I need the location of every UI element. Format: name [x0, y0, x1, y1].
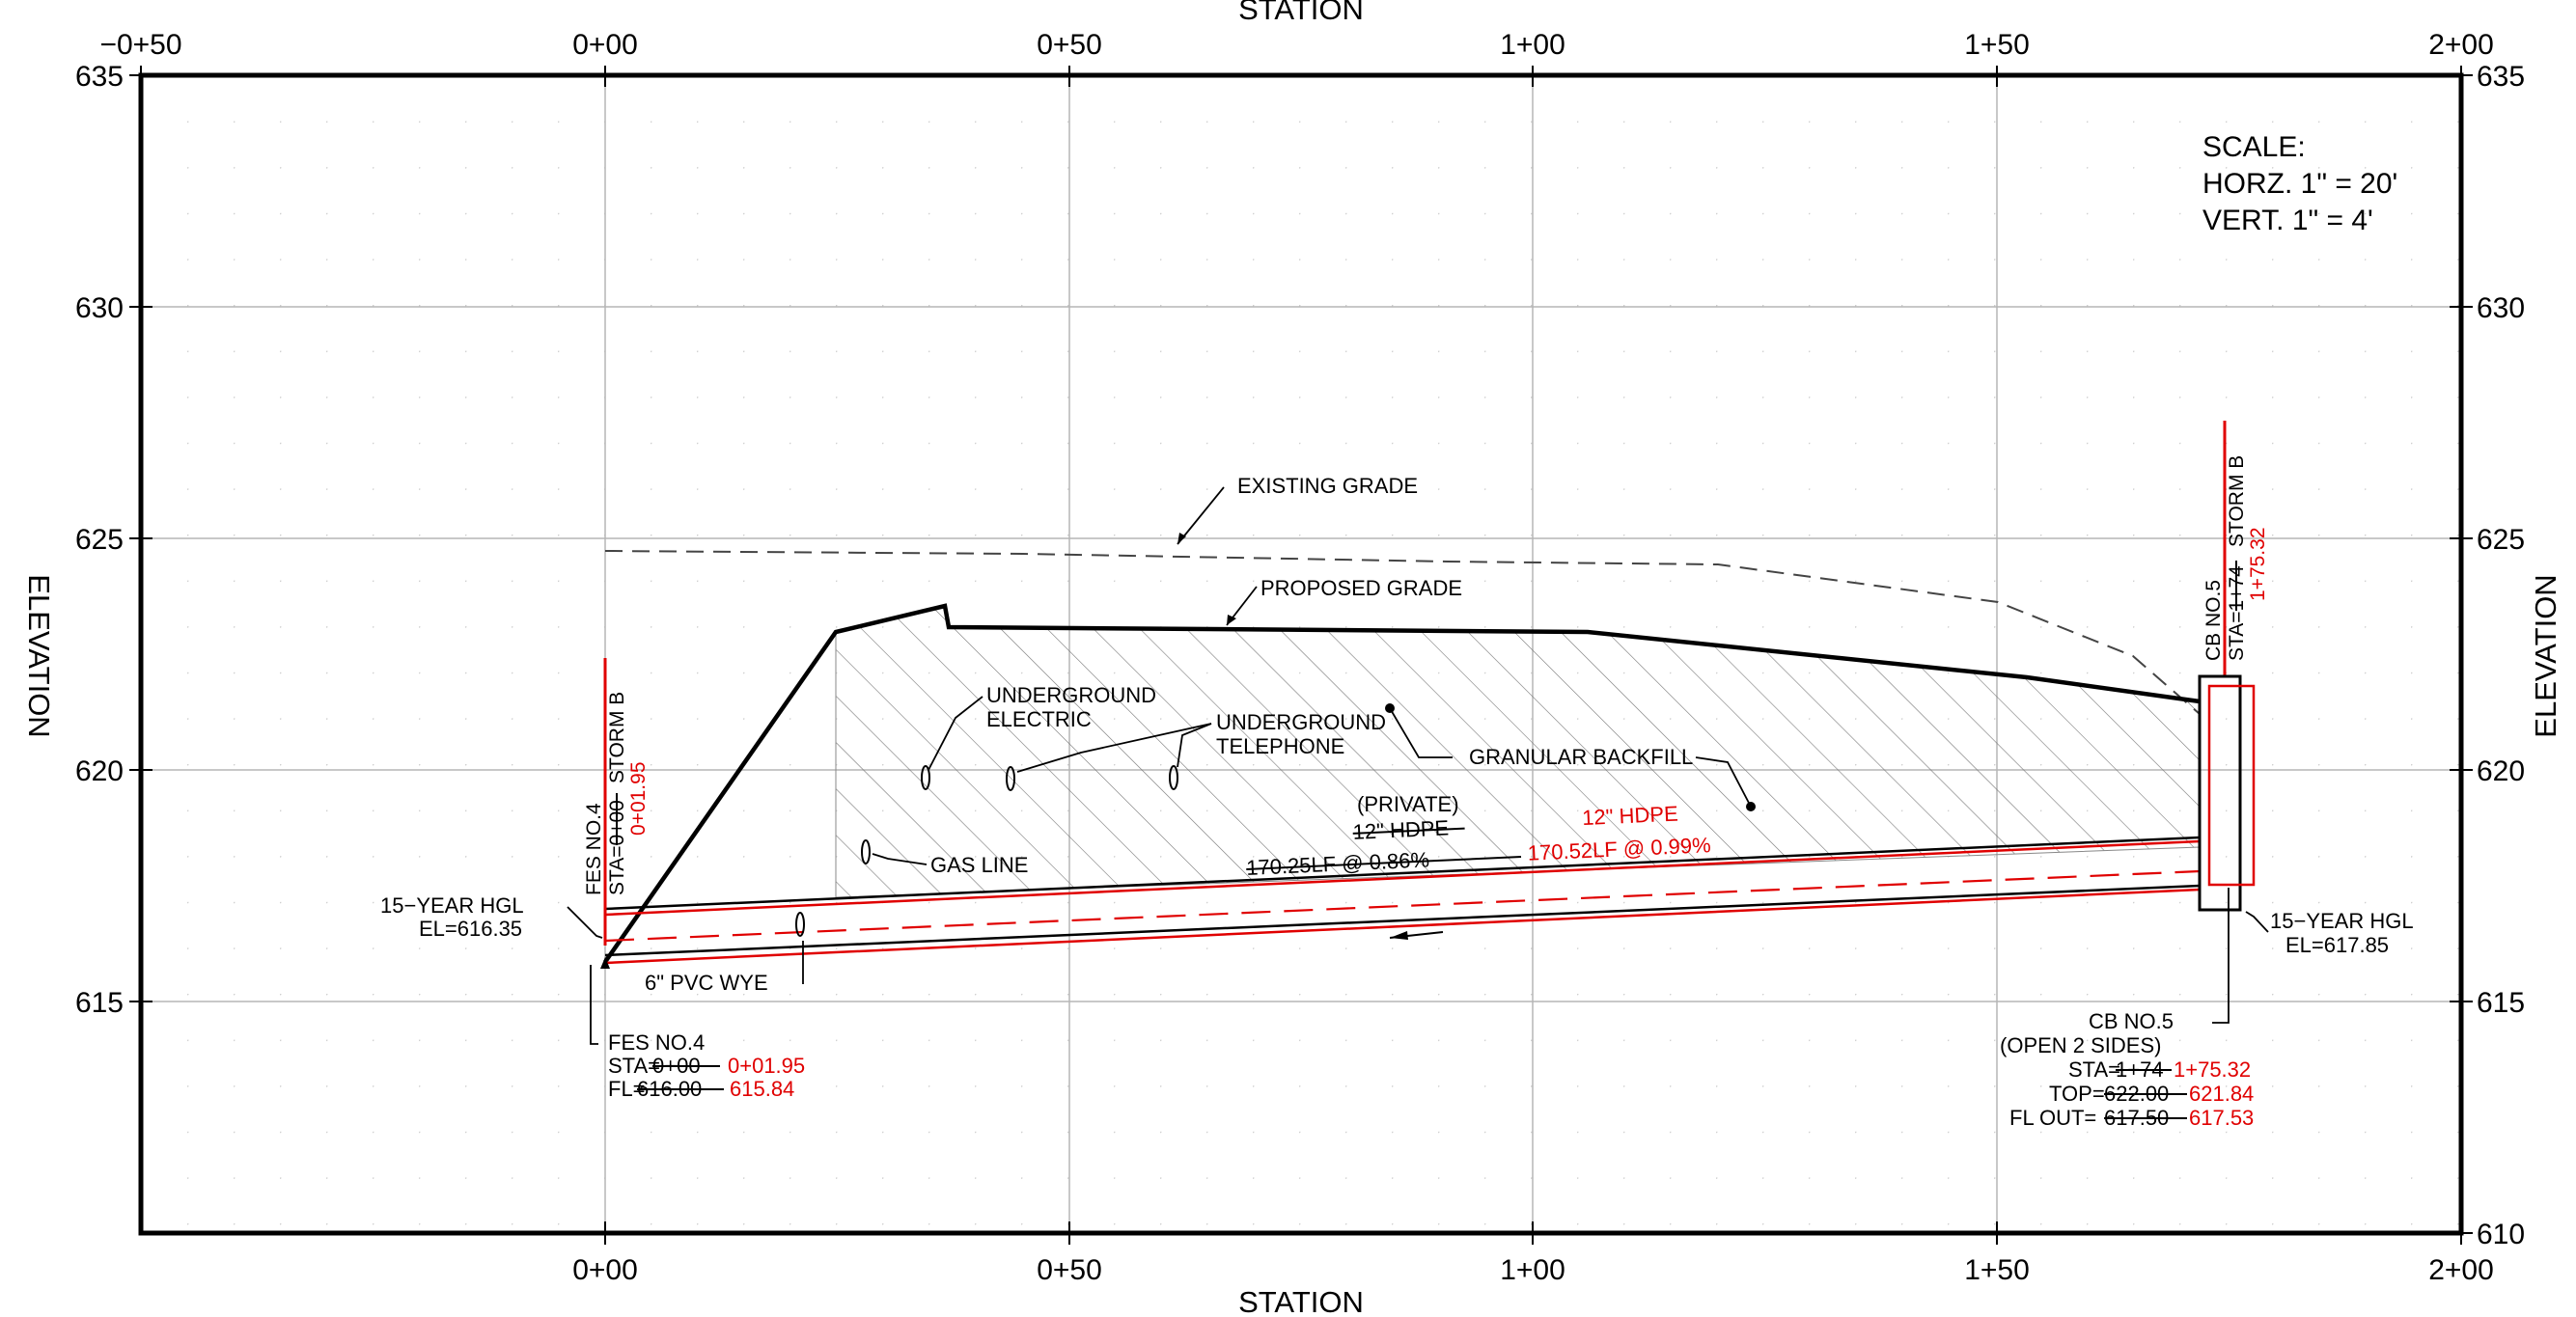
- scale-note-line: HORZ. 1" = 20': [2202, 168, 2397, 200]
- proposed-grade-label: PROPOSED GRADE: [1260, 576, 1462, 600]
- cb-callout-open: (OPEN 2 SIDES): [2000, 1033, 2161, 1057]
- catch-basin-structure: [2198, 674, 2242, 912]
- hgl-left-value: EL=616.35: [419, 917, 522, 941]
- existing-grade-label: EXISTING GRADE: [1237, 474, 1418, 498]
- fes-callout-sta-prefix: STA=: [608, 1054, 660, 1078]
- x-tick-label: 2+00: [2428, 29, 2494, 61]
- scale-note: SCALE: HORZ. 1" = 20' VERT. 1" = 4': [2202, 131, 2397, 236]
- cb-callout-name: CB NO.5: [2089, 1009, 2174, 1033]
- revised-pipe-top: [604, 839, 2201, 917]
- underground-telephone-label: TELEPHONE: [1216, 734, 1344, 758]
- backfill-leader-dot: [1746, 802, 1756, 811]
- pipe-top-wall: [604, 836, 2201, 911]
- hgl-left-label: 15−YEAR HGL: [380, 893, 524, 918]
- hgl-right-label: 15−YEAR HGL: [2270, 909, 2414, 933]
- y-tick-label: 625: [2477, 524, 2525, 556]
- cb-vertical-station-new: 1+75.32: [2247, 528, 2269, 602]
- x-tick-label: 1+50: [1964, 1254, 2030, 1286]
- fes-callout-fl-new: 615.84: [730, 1077, 794, 1101]
- fes-vertical-station-new: 0+01.95: [627, 762, 650, 837]
- strike-line: [1352, 827, 1465, 835]
- leader-arrow: [1227, 615, 1236, 625]
- revised-pipe-bottom: [604, 888, 2201, 965]
- underground-electric-label: ELECTRIC: [986, 707, 1092, 731]
- existing-grade-line: [604, 550, 2201, 715]
- x-axis-title-bottom: STATION: [1238, 1285, 1364, 1317]
- cb-callout-top-prefix: TOP=: [2049, 1082, 2105, 1106]
- catch-basin-revised: [2207, 684, 2256, 887]
- pipe-size-new: 12" HDPE: [1582, 802, 1679, 830]
- gas-line-label: GAS LINE: [930, 853, 1028, 877]
- tick-marks: [129, 66, 2473, 1245]
- scale-note-line: VERT. 1" = 4': [2202, 205, 2373, 236]
- cb-vertical-station: STA=1+74: [2226, 565, 2248, 661]
- y-tick-label: 620: [75, 755, 124, 787]
- cb-callout-fl-prefix: FL OUT=: [2009, 1106, 2096, 1130]
- fes-callout-sta-new: 0+01.95: [728, 1054, 805, 1078]
- y-tick-label: 625: [75, 524, 124, 556]
- cb-callout-sta-prefix: STA=: [2068, 1057, 2120, 1082]
- fes-vertical-name: FES NO.4: [583, 803, 605, 895]
- x-tick-labels-bottom: 0+00 0+50 1+00 1+50 2+00: [572, 1254, 2494, 1286]
- hgl-right-value: EL=617.85: [2285, 933, 2389, 957]
- x-tick-labels-top: −0+50 0+00 0+50 1+00 1+50 2+00: [99, 29, 2493, 61]
- hgl-line: [604, 869, 2201, 943]
- granular-backfill-label: GRANULAR BACKFILL: [1469, 745, 1693, 769]
- leader-arrow: [1177, 533, 1186, 544]
- cb-callout-sta-new: 1+75.32: [2174, 1057, 2251, 1082]
- y-tick-label: 630: [2477, 292, 2525, 324]
- strike-line: [1246, 856, 1522, 870]
- y-tick-label: 615: [75, 987, 124, 1019]
- y-tick-label: 615: [2477, 987, 2525, 1019]
- x-tick-label: 0+00: [572, 1254, 638, 1286]
- y-tick-label: 635: [2477, 61, 2525, 93]
- scale-note-line: SCALE:: [2202, 131, 2306, 163]
- x-tick-label: 1+00: [1500, 29, 1565, 61]
- y-axis-title-left: ELEVATION: [22, 574, 56, 737]
- x-tick-label: 1+00: [1500, 1254, 1565, 1286]
- plot-frame: [138, 72, 2464, 1236]
- cb-vertical-storm: STORM B: [2226, 455, 2248, 547]
- fes-marker: [600, 957, 610, 969]
- x-tick-label: 0+50: [1037, 29, 1102, 61]
- fes-vertical-station: STA=0+00: [606, 800, 628, 895]
- fes-vertical-storm: STORM B: [606, 692, 628, 783]
- electric-crossing: [921, 765, 930, 790]
- leader-lines: [567, 486, 2269, 1045]
- underground-telephone-label: UNDERGROUND: [1216, 710, 1386, 734]
- y-tick-label: 630: [75, 292, 124, 324]
- x-tick-label: 2+00: [2428, 1254, 2494, 1286]
- telephone-crossing-b: [1169, 765, 1178, 790]
- cb-callout-fl-old: 617.50: [2104, 1106, 2169, 1130]
- x-tick-label: 1+50: [1964, 29, 2030, 61]
- fes-callout-name: FES NO.4: [608, 1030, 705, 1055]
- pvc-wye-label: 6" PVC WYE: [645, 971, 768, 995]
- telephone-crossing-a: [1006, 766, 1015, 791]
- cb-callout-fl-new: 617.53: [2189, 1106, 2254, 1130]
- private-label: (PRIVATE): [1357, 792, 1459, 816]
- cb-callout-top-old: 622.00: [2104, 1082, 2169, 1106]
- gas-crossing: [861, 839, 871, 864]
- underground-electric-label: UNDERGROUND: [986, 683, 1156, 707]
- cb-callout-top-new: 621.84: [2189, 1082, 2254, 1106]
- y-tick-label: 635: [75, 61, 124, 93]
- flow-arrow-head: [1390, 931, 1408, 940]
- x-tick-label: −0+50: [99, 29, 181, 61]
- y-tick-labels-left: 635 630 625 620 615: [75, 61, 124, 1019]
- pipe-bottom-wall: [604, 884, 2201, 957]
- wye-crossing: [795, 912, 805, 937]
- x-tick-label: 0+00: [572, 29, 638, 61]
- backfill-leader-dot: [1385, 703, 1395, 713]
- y-tick-label: 610: [2477, 1219, 2525, 1250]
- x-tick-label: 0+50: [1037, 1254, 1102, 1286]
- y-tick-labels-right: 635 630 625 620 615 610: [2477, 61, 2525, 1250]
- x-axis-title-top: STATION: [1238, 0, 1364, 26]
- y-axis-title-right: ELEVATION: [2529, 574, 2562, 737]
- proposed-grade-line: [603, 603, 2201, 964]
- y-tick-label: 620: [2477, 755, 2525, 787]
- cb-vertical-name: CB NO.5: [2202, 580, 2225, 661]
